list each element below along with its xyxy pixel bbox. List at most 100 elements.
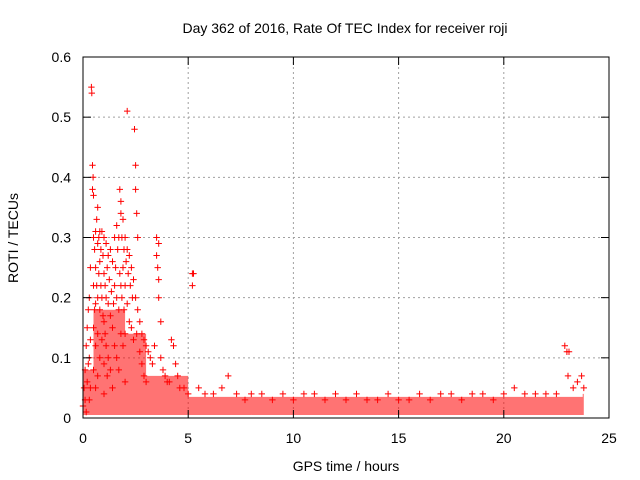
data-point: [87, 336, 94, 343]
x-tick-label: 15: [391, 430, 407, 446]
data-point: [168, 336, 175, 343]
y-axis-label: ROTI / TECUs: [5, 193, 21, 283]
data-point: [153, 234, 160, 241]
data-point: [92, 342, 99, 349]
data-point: [332, 390, 339, 398]
x-tick-label: 25: [601, 430, 617, 446]
y-tick-label: 0.6: [52, 49, 72, 65]
data-point: [195, 384, 202, 392]
data-point: [149, 360, 156, 368]
y-tick-label: 0: [63, 410, 71, 426]
data-point: [180, 384, 188, 392]
data-point: [105, 252, 112, 259]
data-point: [363, 396, 371, 404]
data-point: [154, 264, 161, 271]
data-point: [124, 300, 131, 307]
data-point: [565, 348, 573, 355]
data-point: [100, 318, 108, 325]
data-point: [102, 240, 110, 247]
data-point: [161, 372, 169, 380]
data-point: [119, 264, 127, 271]
data-point: [561, 342, 568, 349]
data-point: [469, 390, 476, 398]
data-point: [119, 216, 127, 223]
data-point: [100, 270, 108, 277]
data-point: [290, 396, 297, 404]
data-point: [100, 234, 108, 241]
data-point: [101, 282, 109, 289]
data-point: [155, 240, 162, 247]
data-point: [107, 246, 114, 253]
data-point: [479, 390, 486, 398]
data-point: [121, 330, 129, 337]
data-point: [106, 276, 113, 283]
data-point: [500, 390, 507, 398]
data-point: [85, 306, 92, 313]
band-fill: [83, 309, 584, 415]
data-point: [86, 396, 93, 404]
data-point: [120, 306, 128, 313]
data-point: [189, 282, 196, 289]
data-point: [102, 342, 110, 349]
data-point: [185, 390, 192, 398]
data-point: [132, 186, 139, 193]
data-point: [574, 378, 581, 386]
data-point: [132, 162, 139, 169]
data-point: [542, 390, 550, 398]
data-point: [113, 354, 120, 361]
x-axis-label: GPS time / hours: [293, 458, 400, 474]
data-point: [133, 210, 140, 217]
data-point: [248, 390, 255, 398]
y-ticks: 0 0.1 0.2 0.3 0.4 0.5 0.6: [52, 49, 609, 426]
data-point: [138, 360, 146, 368]
data-point: [151, 342, 158, 349]
data-point: [83, 408, 90, 416]
data-point: [142, 342, 150, 349]
data-point: [84, 324, 91, 331]
data-point: [117, 198, 125, 205]
data-point: [170, 342, 177, 349]
data-point: [105, 354, 112, 361]
data-point: [145, 348, 152, 355]
data-point: [111, 342, 118, 349]
data-point: [128, 264, 135, 271]
data-point: [91, 246, 98, 253]
data-point: [107, 312, 114, 319]
data-point: [553, 390, 560, 398]
data-point: [138, 330, 146, 337]
data-point: [225, 372, 232, 380]
data-point: [374, 396, 381, 404]
data-point: [174, 372, 181, 380]
data-point: [241, 396, 249, 404]
data-point: [564, 372, 572, 380]
data-point: [90, 324, 97, 331]
dense-point-band: [83, 309, 584, 415]
data-point: [104, 372, 111, 380]
data-point: [201, 390, 209, 398]
data-point: [112, 264, 119, 271]
data-point: [90, 192, 97, 199]
data-point: [416, 390, 423, 398]
data-points: [79, 83, 587, 416]
data-point: [131, 126, 138, 133]
data-point: [99, 312, 107, 319]
data-point: [92, 300, 99, 307]
data-point: [448, 390, 455, 398]
data-point: [111, 282, 118, 289]
data-point: [511, 384, 518, 392]
data-point: [166, 378, 173, 386]
data-point: [218, 384, 226, 392]
data-point: [155, 276, 162, 283]
data-point: [116, 186, 123, 193]
data-point: [80, 384, 88, 392]
data-point: [116, 270, 123, 277]
data-point: [458, 396, 465, 404]
data-point: [210, 390, 217, 398]
data-point: [233, 390, 240, 398]
data-point: [93, 216, 100, 223]
data-point: [130, 336, 137, 343]
data-point: [100, 390, 108, 398]
data-point: [107, 366, 114, 374]
data-point: [279, 390, 287, 398]
data-point: [300, 390, 308, 398]
